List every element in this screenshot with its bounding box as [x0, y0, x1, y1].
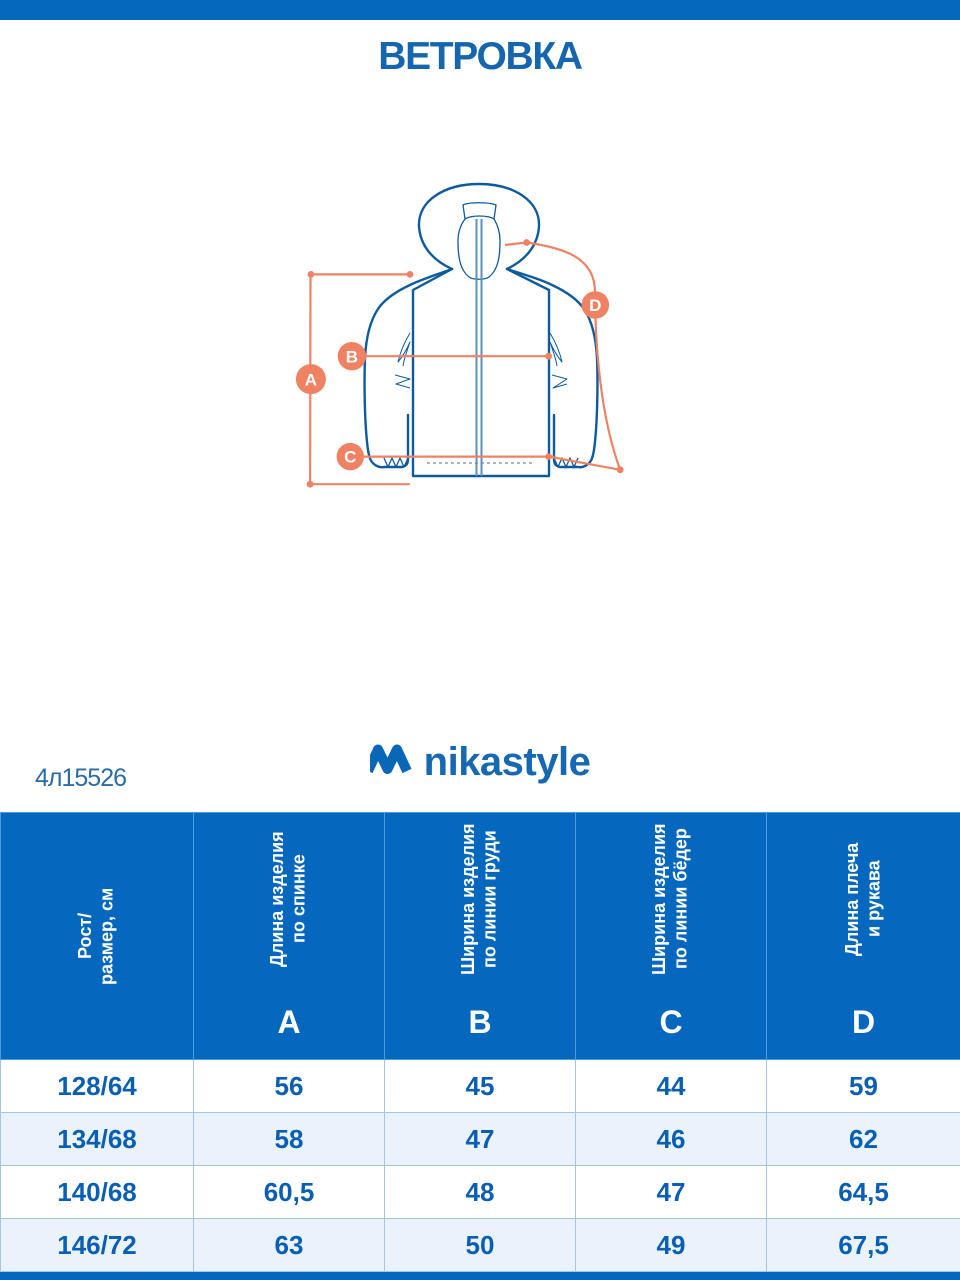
svg-text:B: B	[346, 347, 358, 366]
svg-text:D: D	[589, 296, 601, 315]
svg-text:C: C	[344, 448, 356, 467]
svg-text:A: A	[305, 371, 317, 390]
